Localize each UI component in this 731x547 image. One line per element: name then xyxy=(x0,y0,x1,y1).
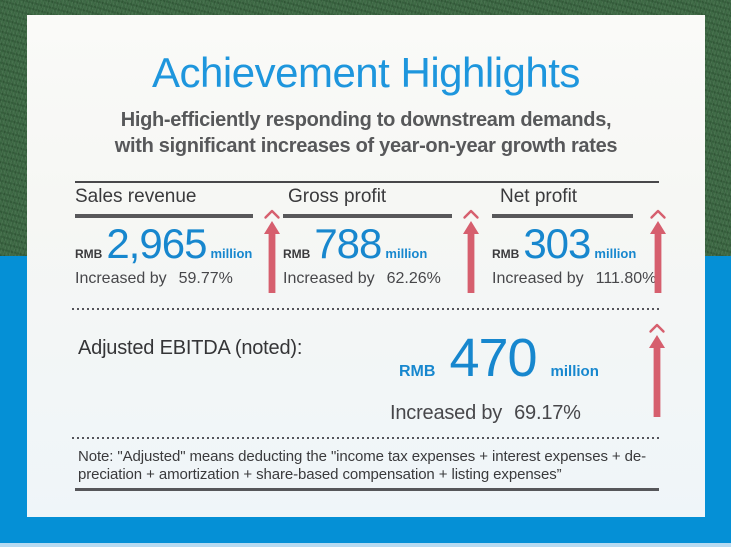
metric-net-profit: Net profit RMB 303 million Increased by … xyxy=(492,186,656,288)
growth-value: 69.17% xyxy=(514,402,581,424)
currency-label: RMB xyxy=(75,247,103,261)
growth-value: 111.80% xyxy=(595,270,657,287)
unit-label: million xyxy=(385,246,428,261)
metric-label: Sales revenue xyxy=(75,186,197,207)
metric-value: 788 xyxy=(314,220,382,267)
growth-label: Increased by xyxy=(283,270,375,287)
footnote: Note: "Adjusted" means deducting the "in… xyxy=(78,448,668,484)
dotted-divider xyxy=(72,308,659,310)
metric-underline xyxy=(492,214,633,218)
growth-arrow-icon xyxy=(263,209,281,300)
metric-label: Gross profit xyxy=(288,186,387,207)
metric-label: Net profit xyxy=(500,186,578,207)
ebitda-value: 470 xyxy=(449,328,537,388)
currency-label: RMB xyxy=(283,247,311,261)
footnote-line-1: Note: "Adjusted" means deducting the "in… xyxy=(78,448,647,465)
growth-arrow-icon xyxy=(462,209,480,300)
currency-label: RMB xyxy=(399,363,436,380)
bottom-edge-strip xyxy=(0,543,731,547)
unit-label: million xyxy=(594,246,637,261)
metric-growth-row: Increased by 62.26% xyxy=(283,270,452,288)
growth-label: Increased by xyxy=(75,270,167,287)
subtitle-line-2: with significant increases of year-on-ye… xyxy=(114,135,618,157)
page-title: Achievement Highlights xyxy=(152,49,580,96)
dotted-divider xyxy=(72,437,659,439)
slide-card: Achievement Highlights High-efficiently … xyxy=(27,15,705,517)
subtitle-line-1: High-efficiently responding to downstrea… xyxy=(120,109,612,131)
growth-value: 62.26% xyxy=(386,270,441,287)
metric-value-row: RMB 2,965 million xyxy=(75,223,253,265)
ebitda-growth-row: Increased by 69.17% xyxy=(390,402,581,425)
footnote-line-2: preciation + amortization + share-based … xyxy=(78,466,562,483)
ebitda-value-row: RMB 470 million xyxy=(399,331,599,385)
bottom-divider xyxy=(75,488,659,491)
metric-growth-row: Increased by 59.77% xyxy=(75,270,253,288)
metric-gross-profit: Gross profit RMB 788 million Increased b… xyxy=(283,186,452,288)
growth-arrow-icon xyxy=(648,323,666,424)
metric-value-row: RMB 303 million xyxy=(492,223,656,265)
metric-value: 303 xyxy=(523,220,591,267)
growth-value: 59.77% xyxy=(178,270,233,287)
unit-label: million xyxy=(210,246,253,261)
growth-label: Increased by xyxy=(390,402,503,424)
metric-growth-row: Increased by 111.80% xyxy=(492,270,656,288)
metric-value: 2,965 xyxy=(106,220,207,267)
metric-value-row: RMB 788 million xyxy=(283,223,452,265)
subtitle: High-efficiently responding to downstrea… xyxy=(27,107,705,159)
unit-label: million xyxy=(550,363,599,380)
top-divider xyxy=(75,181,659,183)
metric-sales-revenue: Sales revenue RMB 2,965 million Increase… xyxy=(75,186,253,288)
growth-arrow-icon xyxy=(649,209,667,300)
ebitda-label: Adjusted EBITDA (noted): xyxy=(78,337,303,359)
growth-label: Increased by xyxy=(492,270,584,287)
metric-underline xyxy=(75,214,253,218)
metric-underline xyxy=(283,214,452,218)
currency-label: RMB xyxy=(492,247,520,261)
